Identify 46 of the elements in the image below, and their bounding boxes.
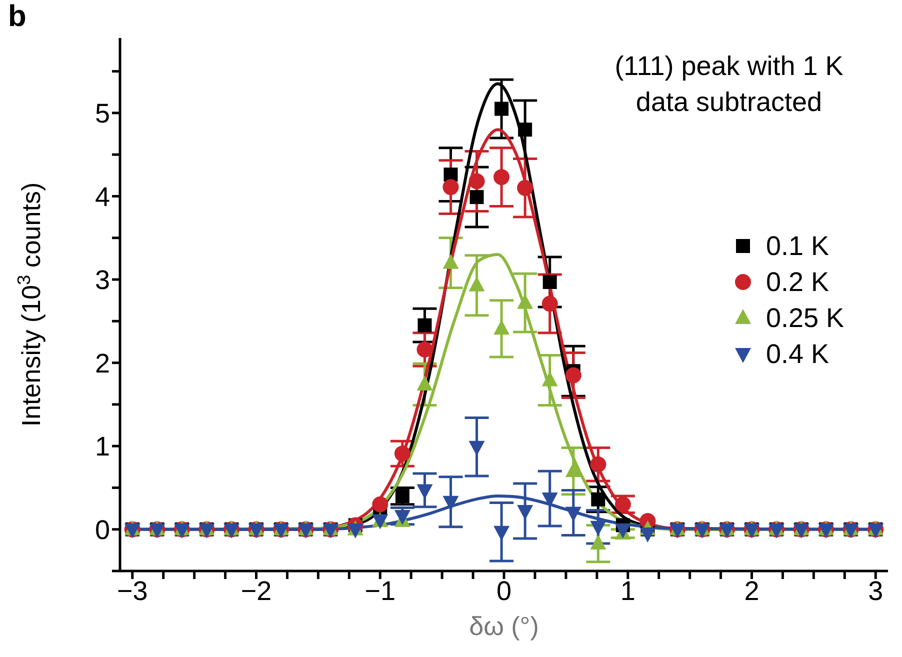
- point: [395, 489, 410, 504]
- x-axis-title: δω (°): [469, 611, 539, 641]
- point: [591, 492, 606, 506]
- point: [517, 180, 534, 196]
- y-tick-label: 5: [94, 98, 110, 129]
- point: [494, 102, 509, 116]
- x-tick-label: −3: [116, 576, 148, 606]
- x-tick-label: 0: [496, 576, 512, 606]
- annotation: (111) peak with 1 K data subtracted: [614, 50, 844, 119]
- point: [640, 528, 656, 543]
- x-tick-label: −2: [240, 576, 272, 606]
- legend-label: 0.25 K: [766, 302, 844, 334]
- point: [394, 446, 410, 462]
- y-tick-label: 3: [94, 265, 110, 296]
- x-tick-label: −1: [364, 576, 396, 606]
- point: [372, 496, 388, 512]
- point: [542, 296, 558, 312]
- point: [518, 122, 532, 137]
- y-tick-label: 1: [94, 432, 110, 462]
- y-tick-label: 0: [94, 514, 110, 545]
- x-tick-label: 2: [744, 576, 760, 606]
- legend-label: 0.4 K: [766, 338, 829, 370]
- point: [347, 523, 364, 538]
- point: [614, 496, 631, 512]
- point: [565, 506, 582, 522]
- y-tick-label: 2: [94, 348, 110, 378]
- point: [468, 173, 485, 190]
- x-tick-label: 1: [620, 576, 636, 606]
- point: [494, 526, 510, 541]
- text: b: [8, 0, 26, 34]
- legend-label: 0.1 K: [766, 230, 829, 262]
- point: [542, 492, 558, 508]
- point: [444, 168, 458, 182]
- point: [470, 190, 484, 204]
- point: [416, 484, 433, 500]
- point: [590, 456, 606, 472]
- point: [442, 179, 459, 196]
- y-tick-label: 4: [94, 182, 110, 212]
- point: [418, 318, 432, 332]
- x-tick-label: 3: [868, 576, 884, 606]
- point: [542, 275, 557, 290]
- legend-label: 0.2 K: [766, 266, 829, 298]
- point: [565, 367, 582, 384]
- point: [416, 341, 433, 358]
- point: [590, 520, 606, 536]
- point: [494, 169, 510, 186]
